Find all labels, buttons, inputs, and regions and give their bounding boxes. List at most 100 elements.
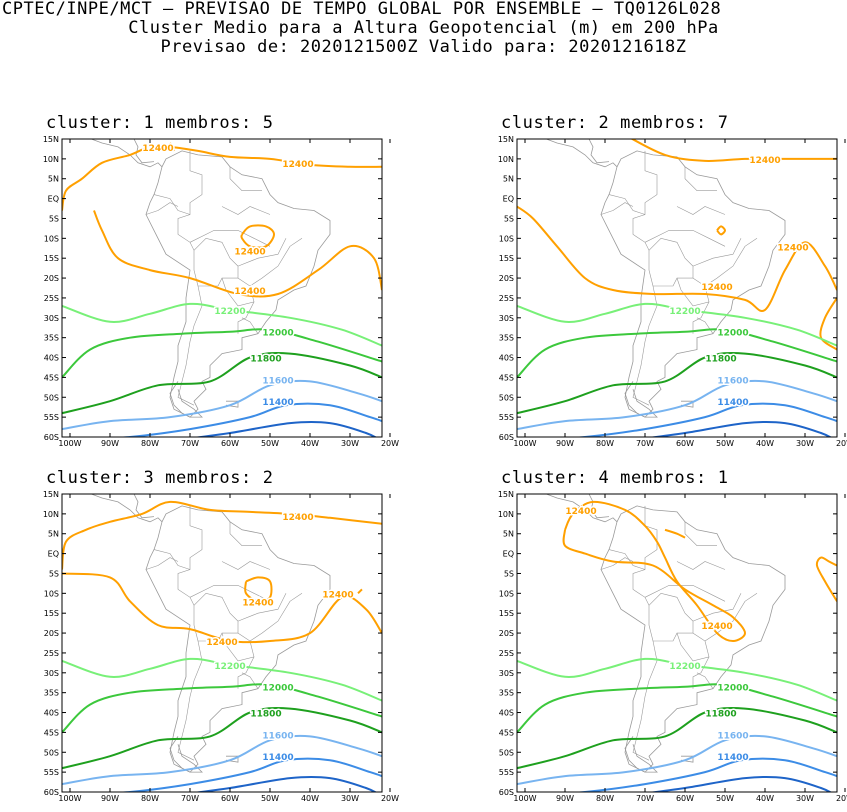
lat-tick-label: 60S — [44, 433, 59, 442]
contour-line — [62, 145, 382, 211]
contour-label: 11600 — [717, 376, 748, 386]
contour-line — [240, 224, 276, 249]
contour-line — [664, 528, 686, 539]
lat-tick-label: 20S — [44, 629, 59, 638]
contour-label: 11800 — [250, 355, 281, 365]
lat-tick-label: 5S — [49, 569, 59, 578]
lat-tick-label: 5S — [504, 569, 514, 578]
contour-label: 12400 — [142, 144, 173, 154]
contour-label: 12400 — [282, 513, 313, 523]
lat-tick-label: 50S — [499, 393, 514, 402]
lat-tick-label: EQ — [48, 195, 59, 204]
contour-label: 12400 — [565, 507, 596, 517]
map-svg: 12400 12400 12400 12200 12000 11800 11600 11400… — [498, 135, 847, 448]
lon-tick-label: 20W — [381, 794, 399, 803]
lon-tick-label: 40W — [301, 439, 319, 448]
header-line-1: CPTEC/INPE/MCT – PREVISAO DE TEMPO GLOBA… — [2, 0, 722, 19]
lon-tick-label: 70W — [181, 439, 199, 448]
contour-label: 12400 — [234, 247, 265, 257]
lon-tick-label: 90W — [101, 794, 119, 803]
lon-tick-label: 50W — [261, 794, 279, 803]
contour-line — [62, 657, 382, 702]
lon-tick-label: 80W — [141, 439, 159, 448]
lon-tick-label: 90W — [101, 439, 119, 448]
coastline — [545, 494, 786, 773]
contour-label: 11800 — [250, 710, 281, 720]
lat-tick-label: 20S — [499, 629, 514, 638]
lat-tick-label: 5N — [503, 530, 514, 539]
lon-tick-label: 90W — [556, 439, 574, 448]
contour-line — [517, 657, 837, 702]
contour-label: 12000 — [717, 329, 748, 339]
lat-tick-label: 30S — [44, 314, 59, 323]
lat-tick-label: 40S — [499, 709, 514, 718]
lat-tick-label: 35S — [44, 334, 59, 343]
lat-tick-label: 15S — [44, 254, 59, 263]
lat-tick-label: 45S — [499, 728, 514, 737]
contour-label: 12400 — [234, 287, 265, 297]
panel-title: cluster: 1 membros: 5 — [46, 113, 274, 133]
contour-label: 12200 — [669, 307, 700, 317]
contour-line — [193, 420, 378, 437]
lon-tick-label: 30W — [341, 794, 359, 803]
panel-title: cluster: 3 membros: 2 — [46, 468, 274, 488]
contour-line — [62, 379, 382, 431]
lat-tick-label: 10N — [498, 510, 514, 519]
contour-label: 12400 — [322, 590, 353, 600]
contour-label: 11600 — [717, 731, 748, 741]
contour-label: 12400 — [282, 160, 313, 170]
map-frame — [516, 493, 838, 793]
lon-tick-label: 70W — [181, 794, 199, 803]
lat-tick-label: 35S — [499, 689, 514, 698]
lon-tick-label: 100W — [58, 794, 81, 803]
map-svg: 12400 12400 12400 12400 12200 12000 11800 11600… — [43, 490, 399, 803]
lon-tick-label: 20W — [836, 439, 847, 448]
contour-line — [62, 706, 382, 770]
contour-label: 12000 — [717, 684, 748, 694]
lat-tick-label: 15N — [43, 135, 59, 144]
lat-tick-label: 30S — [44, 669, 59, 678]
lon-tick-label: 50W — [716, 794, 734, 803]
lat-tick-label: 10S — [44, 234, 59, 243]
coastline — [545, 139, 786, 418]
lat-tick-label: 60S — [499, 433, 514, 442]
lon-tick-label: 90W — [556, 794, 574, 803]
header-line-3: Previsao de: 2020121500Z Valido para: 20… — [160, 37, 687, 57]
lat-tick-label: 15S — [499, 254, 514, 263]
panel-title: cluster: 2 membros: 7 — [501, 113, 729, 133]
lon-tick-label: 60W — [221, 794, 239, 803]
lon-tick-label: 50W — [261, 439, 279, 448]
contour-label: 11400 — [717, 398, 748, 408]
contour-label: 12000 — [262, 329, 293, 339]
lat-tick-label: 10N — [498, 155, 514, 164]
contour-label: 12400 — [206, 638, 237, 648]
lat-tick-label: 35S — [499, 334, 514, 343]
contour-line — [517, 351, 837, 415]
contour-line — [62, 572, 382, 644]
lat-tick-label: 25S — [499, 649, 514, 658]
lat-tick-label: 10S — [44, 589, 59, 598]
contour-line — [62, 734, 382, 786]
contour-line — [517, 205, 837, 312]
lon-tick-label: 40W — [756, 794, 774, 803]
contour-label: 11400 — [262, 753, 293, 763]
lat-tick-label: 35S — [44, 689, 59, 698]
lon-tick-label: 40W — [756, 439, 774, 448]
contour-line — [630, 139, 837, 162]
lon-tick-label: 30W — [341, 439, 359, 448]
lat-tick-label: 10N — [43, 155, 59, 164]
contour-line — [517, 328, 837, 379]
lat-tick-label: 30S — [499, 314, 514, 323]
lat-tick-label: 15N — [498, 135, 514, 144]
lat-tick-label: 60S — [44, 788, 59, 797]
lat-tick-label: 5N — [48, 530, 59, 539]
contour-line — [357, 588, 363, 595]
lat-tick-label: 45S — [499, 373, 514, 382]
contour-line — [648, 420, 833, 437]
header-line-2: Cluster Medio para a Altura Geopotencial… — [128, 18, 719, 38]
contour-label: 12400 — [749, 156, 780, 166]
contour-line — [517, 706, 837, 770]
lat-tick-label: 10S — [499, 234, 514, 243]
contour-line — [62, 683, 382, 734]
lat-tick-label: 25S — [499, 294, 514, 303]
